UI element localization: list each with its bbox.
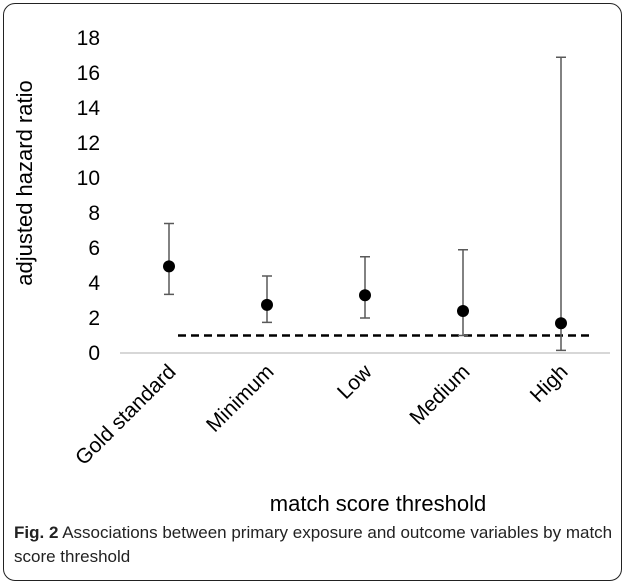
y-tick-label: 4 [88,272,100,295]
figure-label: Fig. 2 [14,523,59,542]
y-tick-label: 10 [77,167,100,190]
y-tick-label: 6 [88,237,100,260]
x-tick-label: Minimum [202,360,278,436]
y-axis-title: adjusted hazard ratio [12,80,37,285]
error-bars [164,56,566,352]
data-point [163,260,175,273]
data-point [359,289,371,302]
y-tick-label: 8 [88,202,100,225]
y-tick-label: 18 [77,27,100,50]
data-point [261,298,273,311]
y-tick-label: 2 [88,307,100,330]
data-point [555,317,567,330]
y-tick-label: 16 [77,62,100,85]
caption-text: Associations between primary exposure an… [14,523,613,566]
x-tick-label: Low [333,360,377,404]
chart: 0 2 4 6 8 10 12 14 16 18 Gold standard Minimum Low M… [12,27,610,516]
x-axis-title: match score threshold [270,491,486,516]
x-tick-label: Medium [405,360,474,429]
data-points [163,260,567,330]
y-tick-label: 0 [88,342,100,365]
x-axis-ticks: Gold standard Minimum Low Medium High [71,360,573,470]
figure-caption: Fig. 2 Associations between primary expo… [14,521,614,569]
x-tick-label: High [526,360,573,407]
x-tick-label: Gold standard [71,360,181,470]
y-axis-ticks: 0 2 4 6 8 10 12 14 16 18 [77,27,101,365]
data-point [457,305,469,317]
y-tick-label: 12 [77,132,100,155]
figure-frame [3,3,622,581]
y-tick-label: 14 [77,97,101,120]
